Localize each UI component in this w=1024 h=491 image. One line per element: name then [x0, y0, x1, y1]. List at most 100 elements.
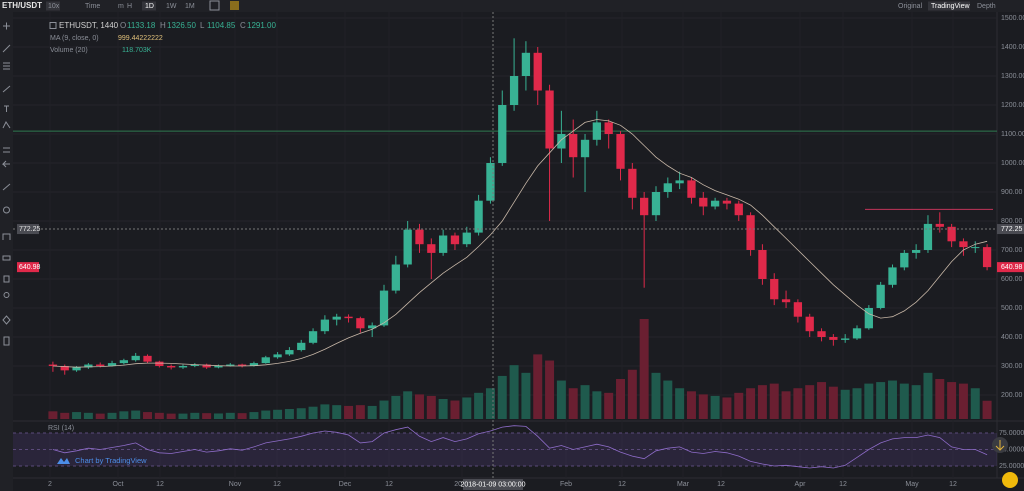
- symbol[interactable]: ETH/USDT: [2, 1, 42, 10]
- ma-line: [52, 119, 988, 368]
- volume-bar: [556, 380, 566, 419]
- chat-button[interactable]: [1002, 472, 1018, 488]
- crosshair-price-box: [997, 224, 1024, 235]
- candle-body: [521, 52, 531, 76]
- settings-icon[interactable]: [230, 1, 239, 10]
- candle-body: [876, 284, 885, 308]
- volume-bar: [935, 379, 945, 419]
- candle-body: [356, 318, 365, 329]
- candle-body: [805, 316, 814, 332]
- legend-icon[interactable]: [49, 22, 57, 29]
- view-tab[interactable]: TradingView: [931, 3, 970, 10]
- top-bar: [0, 0, 1024, 12]
- credit[interactable]: Chart by TradingView: [75, 456, 147, 465]
- x-tick-label: 12: [273, 481, 281, 488]
- volume-bar: [769, 383, 779, 419]
- candle-body: [959, 241, 968, 248]
- active-view[interactable]: [928, 1, 970, 11]
- volume-bar: [746, 388, 756, 419]
- ma-value: 999.44222222: [118, 35, 163, 42]
- candle-body: [580, 139, 590, 158]
- leverage[interactable]: 10x: [48, 3, 60, 10]
- interval[interactable]: 1W: [166, 3, 177, 10]
- candle-body: [379, 290, 389, 326]
- volume-bar: [509, 365, 519, 419]
- candle-body: [249, 363, 259, 366]
- volume-bar: [864, 383, 874, 419]
- candle-body: [427, 244, 436, 253]
- volume-bar: [840, 389, 850, 419]
- volume-bar: [166, 413, 176, 419]
- tool-icons[interactable]: [1, 22, 11, 346]
- candle-body: [474, 200, 483, 233]
- candle-body: [817, 331, 826, 337]
- candle-body: [155, 361, 164, 366]
- crosshair-time: 2018-01-09 03:00:00: [461, 481, 526, 488]
- candle-body: [734, 203, 743, 216]
- volume-bar: [923, 372, 933, 419]
- volume-bar: [154, 412, 164, 419]
- interval[interactable]: m: [118, 3, 124, 10]
- volume-bar: [48, 411, 58, 419]
- candle-body: [947, 226, 956, 242]
- candle-body: [982, 247, 992, 268]
- ohlc-value: 1326.50: [167, 21, 196, 30]
- volume-bar: [970, 388, 980, 419]
- x-tick-label: 2: [48, 481, 52, 488]
- volume-bar: [722, 397, 732, 419]
- volume-bar: [261, 410, 271, 419]
- candle-body: [663, 183, 672, 192]
- volume-bar: [367, 405, 377, 419]
- leverage-box[interactable]: [46, 1, 60, 11]
- interval[interactable]: 1M: [185, 3, 195, 10]
- y-tick-label: 400.00: [1001, 334, 1023, 341]
- volume-bar: [284, 409, 294, 419]
- interval[interactable]: H: [127, 3, 132, 10]
- volume-bar: [119, 411, 129, 419]
- candle-body: [628, 168, 637, 198]
- rsi-tick-label: 25.0000: [999, 463, 1024, 470]
- volume-bar: [403, 391, 413, 419]
- indicator-icon[interactable]: [209, 0, 220, 11]
- x-tick-label: May: [905, 481, 919, 488]
- candle-body: [699, 197, 708, 207]
- candle-body: [486, 163, 495, 201]
- candle-body: [758, 250, 767, 279]
- candle-body: [285, 350, 294, 355]
- volume-bar: [273, 409, 283, 419]
- volume-bar: [533, 354, 543, 419]
- candle-body: [226, 364, 235, 366]
- candle-body: [935, 223, 944, 227]
- interval[interactable]: 1D: [145, 3, 154, 10]
- volume-bar: [450, 400, 460, 419]
- interval[interactable]: Time: [85, 3, 100, 10]
- volume-bar: [545, 360, 555, 419]
- ohlc-value: 1291.00: [247, 21, 276, 30]
- candle-body: [308, 331, 318, 343]
- active-interval[interactable]: [142, 1, 156, 11]
- volume-bar: [568, 388, 578, 419]
- candle-body: [640, 197, 649, 216]
- volume-bar: [296, 408, 306, 419]
- volume-bar: [438, 399, 448, 419]
- volume-bar: [982, 400, 992, 419]
- volume-bar: [828, 386, 838, 419]
- volume-name: Volume (20): [50, 47, 88, 54]
- y-tick-label: 1100.00: [1001, 131, 1024, 138]
- candle-body: [592, 122, 602, 140]
- volume-bar: [710, 395, 720, 419]
- view-tab[interactable]: Depth: [977, 3, 996, 10]
- candle-body: [202, 364, 211, 368]
- candle-body: [781, 299, 791, 303]
- candle-body: [852, 328, 862, 339]
- x-tick-label: Apr: [795, 481, 807, 488]
- volume-bar: [249, 412, 259, 419]
- candle-body: [368, 325, 377, 329]
- volume-bar: [213, 413, 223, 419]
- candle-body: [273, 354, 282, 358]
- view-tab[interactable]: Original: [898, 3, 923, 10]
- volume-bar: [663, 380, 673, 419]
- y-tick-label: 500.00: [1001, 305, 1023, 312]
- candle-body: [864, 308, 873, 329]
